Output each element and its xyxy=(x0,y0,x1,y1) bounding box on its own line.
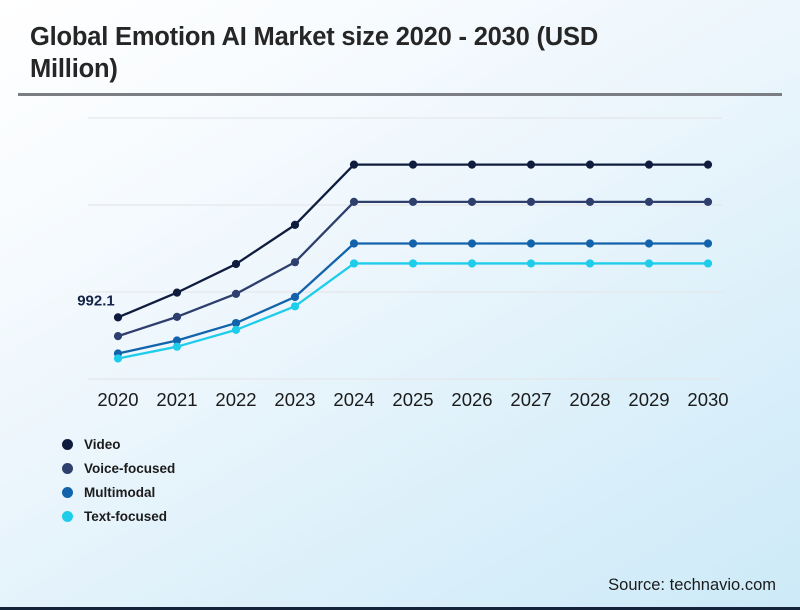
page-title: Global Emotion AI Market size 2020 - 203… xyxy=(30,23,599,83)
data-point[interactable] xyxy=(408,197,418,206)
x-axis-labels: 2020 2021 2022 2023 2024 2025 2026 2027 2028 2029… xyxy=(97,389,728,410)
data-point[interactable] xyxy=(408,239,418,248)
data-point[interactable] xyxy=(703,239,713,248)
x-tick-label: 2022 xyxy=(215,389,256,410)
data-point[interactable] xyxy=(644,160,654,169)
data-point[interactable] xyxy=(231,325,241,335)
data-point[interactable] xyxy=(467,239,477,248)
data-point[interactable] xyxy=(349,160,359,169)
data-point[interactable] xyxy=(526,160,536,169)
legend-item-label: Voice-focused xyxy=(84,460,176,476)
x-tick-label: 2026 xyxy=(451,389,492,410)
data-point[interactable] xyxy=(585,160,595,169)
data-point[interactable] xyxy=(408,160,418,169)
data-point[interactable] xyxy=(349,197,359,206)
data-point[interactable] xyxy=(703,160,713,169)
data-point[interactable] xyxy=(585,197,595,206)
data-point[interactable] xyxy=(703,259,713,268)
title-container: Global Emotion AI Market size 2020 - 203… xyxy=(30,22,670,86)
plot-area: 992.1 2020 2021 2022 2023 2024 2025 2026 2027 20… xyxy=(77,117,729,410)
data-point[interactable] xyxy=(172,288,182,297)
legend-item[interactable]: Multimodal xyxy=(62,480,175,504)
x-tick-label: 2028 xyxy=(569,389,610,410)
data-point[interactable] xyxy=(231,318,241,328)
x-tick-label: 2027 xyxy=(510,389,551,410)
x-tick-label: 2030 xyxy=(687,389,728,410)
x-tick-label: 2020 xyxy=(97,389,138,410)
x-tick-label: 2029 xyxy=(628,389,669,410)
legend-item[interactable]: Video xyxy=(62,432,175,456)
data-point[interactable] xyxy=(231,289,241,298)
data-point[interactable] xyxy=(290,258,300,267)
data-point[interactable] xyxy=(644,259,654,268)
chart-legend: Video Voice-focused Multimodal Text-focused xyxy=(62,432,175,529)
data-point[interactable] xyxy=(349,239,359,248)
legend-item-label: Video xyxy=(84,436,121,452)
data-point[interactable] xyxy=(349,259,359,268)
legend-item[interactable]: Text-focused xyxy=(62,505,175,529)
legend-swatch-icon xyxy=(62,438,73,450)
data-point[interactable] xyxy=(644,197,654,206)
data-point[interactable] xyxy=(290,302,300,311)
legend-swatch-icon xyxy=(62,462,73,474)
x-tick-label: 2021 xyxy=(156,389,197,410)
x-tick-label: 2025 xyxy=(392,389,433,410)
series-lines xyxy=(113,160,713,363)
data-point[interactable] xyxy=(113,313,123,322)
data-point[interactable] xyxy=(408,259,418,268)
data-point[interactable] xyxy=(467,160,477,169)
data-point[interactable] xyxy=(172,342,182,351)
data-point[interactable] xyxy=(231,259,241,269)
series-line-voice-focused xyxy=(116,200,710,338)
legend-item[interactable]: Voice-focused xyxy=(62,456,175,480)
data-point[interactable] xyxy=(290,292,300,302)
data-point[interactable] xyxy=(526,259,536,268)
legend-swatch-icon xyxy=(62,511,73,523)
data-point[interactable] xyxy=(585,239,595,248)
x-tick-label: 2024 xyxy=(333,389,374,410)
legend-swatch-icon xyxy=(62,486,73,498)
source-attribution: Source: technavio.com xyxy=(608,576,776,594)
data-point[interactable] xyxy=(703,197,713,206)
data-point[interactable] xyxy=(526,239,536,248)
data-point[interactable] xyxy=(113,332,123,341)
gridlines xyxy=(88,117,722,380)
data-labels: 992.1 xyxy=(77,292,115,309)
data-point[interactable] xyxy=(526,197,536,206)
data-point[interactable] xyxy=(644,239,654,248)
line-chart-svg: 992.1 2020 2021 2022 2023 2024 2025 2026 2027 20… xyxy=(77,117,729,410)
data-point[interactable] xyxy=(172,336,182,345)
data-point[interactable] xyxy=(467,197,477,206)
title-divider xyxy=(18,93,782,96)
data-point[interactable] xyxy=(467,259,477,268)
data-point-label: 992.1 xyxy=(77,292,115,309)
data-point[interactable] xyxy=(585,259,595,268)
legend-item-label: Text-focused xyxy=(84,509,168,525)
data-point[interactable] xyxy=(290,220,300,229)
data-point[interactable] xyxy=(172,312,182,321)
data-point[interactable] xyxy=(113,354,123,363)
x-tick-label: 2023 xyxy=(274,389,315,410)
legend-item-label: Multimodal xyxy=(84,484,156,500)
